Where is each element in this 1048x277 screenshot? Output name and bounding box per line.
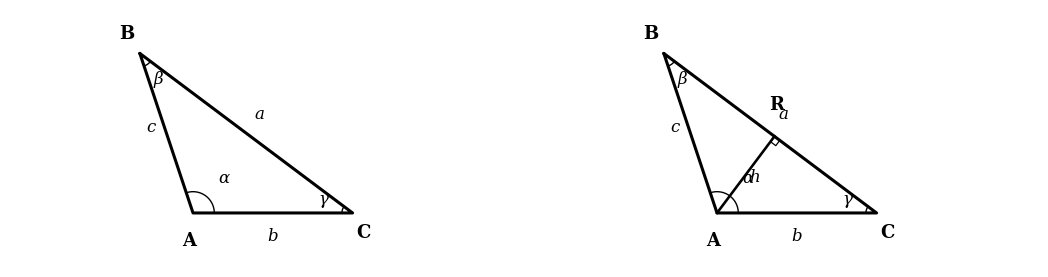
Text: β: β bbox=[678, 71, 687, 88]
Text: γ: γ bbox=[319, 191, 328, 208]
Text: c: c bbox=[146, 119, 155, 136]
Text: A: A bbox=[706, 232, 720, 250]
Text: β: β bbox=[154, 71, 163, 88]
Text: γ: γ bbox=[843, 191, 852, 208]
Text: α: α bbox=[218, 170, 230, 187]
Text: A: A bbox=[182, 232, 196, 250]
Text: b: b bbox=[791, 229, 802, 245]
Text: c: c bbox=[670, 119, 679, 136]
Text: B: B bbox=[642, 25, 658, 43]
Text: h: h bbox=[749, 169, 761, 186]
Text: α: α bbox=[742, 170, 754, 187]
Text: B: B bbox=[118, 25, 134, 43]
Text: a: a bbox=[779, 106, 788, 123]
Text: b: b bbox=[267, 229, 278, 245]
Text: C: C bbox=[356, 224, 370, 242]
Text: R: R bbox=[769, 96, 785, 114]
Text: C: C bbox=[880, 224, 894, 242]
Text: a: a bbox=[255, 106, 264, 123]
